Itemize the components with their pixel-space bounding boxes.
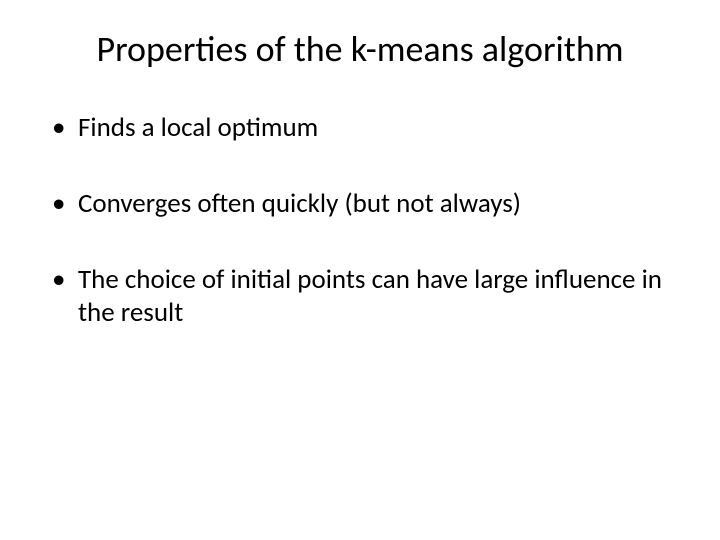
slide: Properties of the k-means algorithm Find… [0,0,720,540]
list-item: Finds a local optimum [50,111,670,145]
bullet-list: Finds a local optimum Converges often qu… [50,111,670,330]
list-item: The choice of initial points can have la… [50,263,670,331]
slide-body: Finds a local optimum Converges often qu… [50,111,670,330]
list-item: Converges often quickly (but not always) [50,187,670,221]
slide-title: Properties of the k-means algorithm [50,28,670,71]
